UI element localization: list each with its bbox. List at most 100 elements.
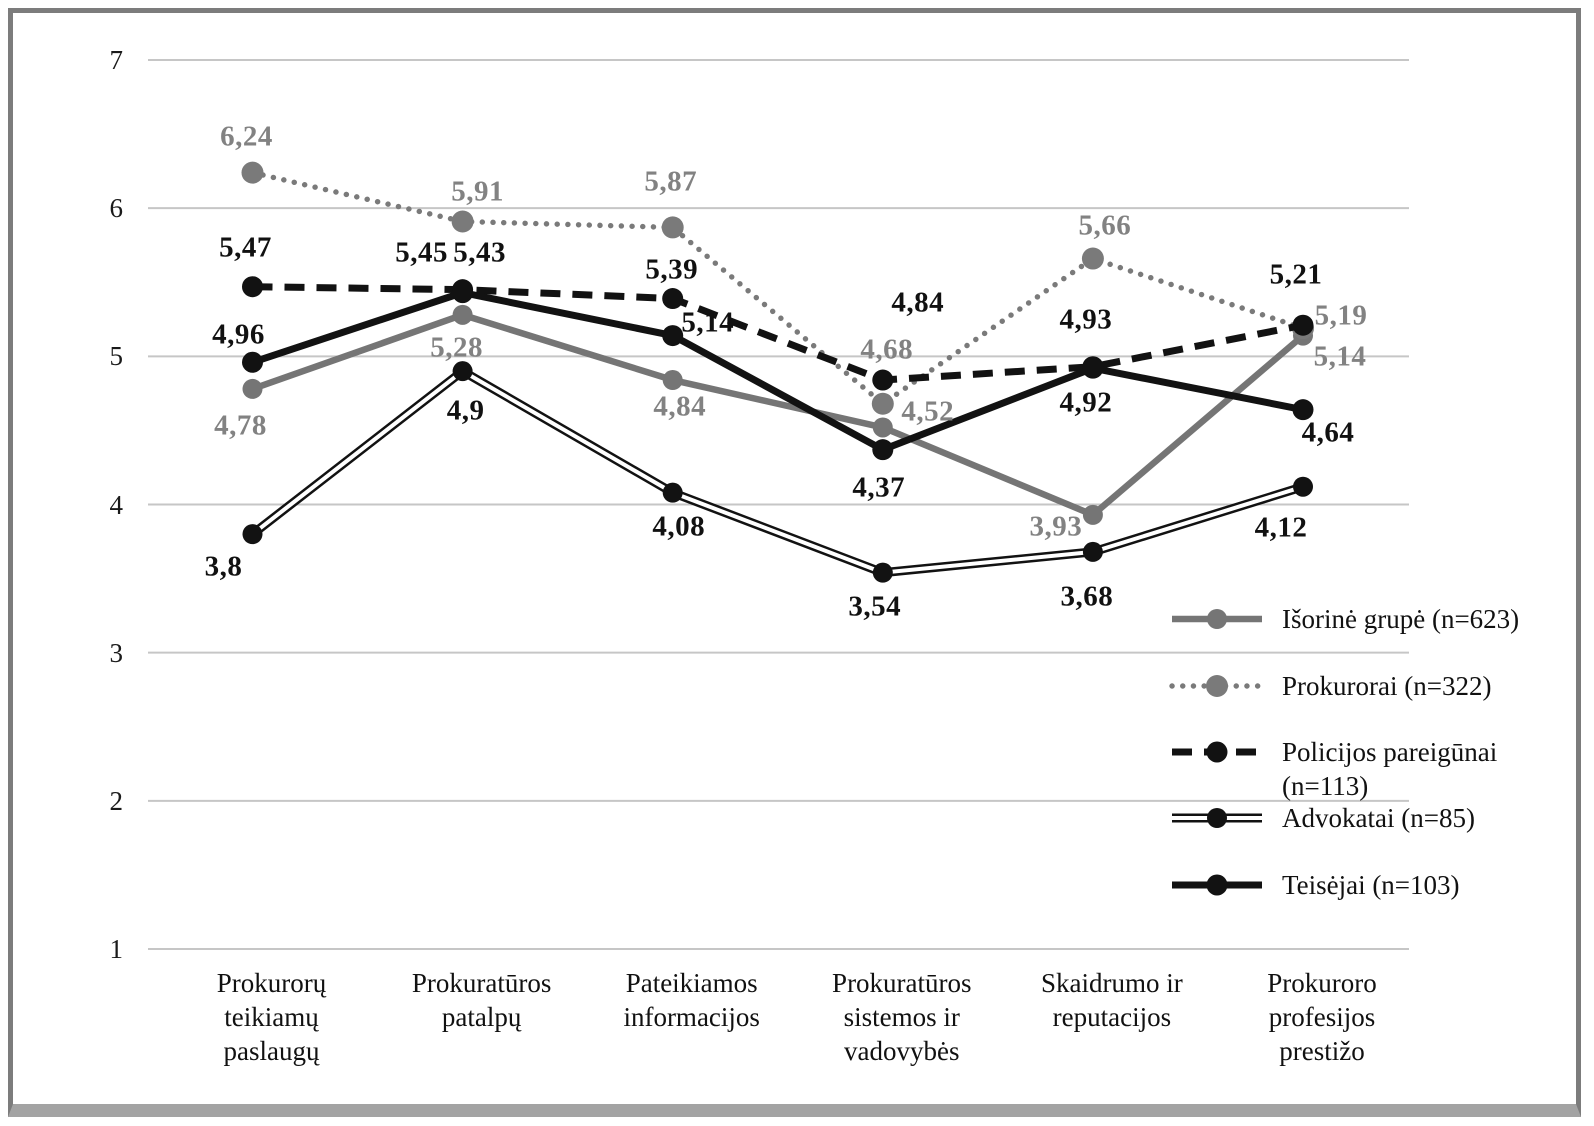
data-label: 3,68 [1060,580,1114,613]
x-axis-category-label-line: profesijos [1268,1002,1376,1032]
x-axis-category-label-line: vadovybės [844,1036,960,1066]
x-axis-category-label-line: paslaugų [223,1036,320,1066]
data-label: 3,54 [848,590,902,623]
x-axis-category-label: Pateikiamos informacijos [576,966,808,1034]
legend-label: Prokurorai (n=322) [1282,671,1492,701]
data-label: 4,92 [1059,386,1113,419]
data-point-marker [872,439,894,461]
y-axis-tick-label: 1 [109,934,124,964]
legend-marker [1206,741,1228,763]
x-axis-category-label-line: reputacijos [1052,1002,1172,1032]
x-axis-category-label-line: Prokuroro [1267,968,1377,998]
y-axis-tick-label: 7 [109,45,124,75]
series-line-core [251,369,1304,575]
y-axis-tick-label: 2 [109,785,124,816]
data-point-marker [242,276,263,298]
data-label: 4,84 [653,390,707,423]
data-point-marker [242,351,263,373]
data-point-marker [241,161,264,184]
x-axis-category-label-line: prestižo [1279,1036,1365,1066]
x-axis-category-label: Prokurorų teikiamų paslaugų [156,966,388,1068]
data-point-marker [662,288,684,310]
data-label: 4,52 [901,395,955,428]
data-point-marker [1292,399,1314,421]
y-axis-tick-label: 3 [109,637,124,668]
legend-marker [1207,808,1227,828]
data-point-marker [872,417,893,438]
data-label: 5,21 [1269,258,1323,291]
series-line [251,289,1304,454]
legend-label: Policijos pareigūnai [1282,737,1498,767]
data-point-marker [452,304,473,325]
x-axis-category-label: Prokuroro profesijos prestižo [1206,966,1438,1068]
x-axis-category-label-line: informacijos [623,1002,760,1032]
data-point-marker [1293,476,1313,497]
data-label: 5,47 [219,231,272,264]
data-label: 6,24 [220,120,273,153]
data-label: 5,87 [644,165,698,198]
series-line [252,283,1304,384]
data-label: 5,14 [1313,340,1367,373]
data-point-marker [662,325,684,347]
data-point-marker [872,562,893,583]
legend-marker [1206,874,1228,896]
x-axis-category-label-line: teikiamų [224,1002,319,1032]
data-label: 5,14 [681,306,735,339]
data-label: 5,66 [1078,209,1132,242]
data-label: 5,19 [1314,299,1368,332]
data-label: 4,9 [446,394,485,427]
data-label: 4,12 [1254,511,1308,544]
data-point-marker [242,524,263,545]
data-point-marker [1292,314,1314,336]
data-point-marker [662,482,683,503]
legend-marker [1206,675,1228,697]
data-point-marker [451,210,474,233]
legend-marker [1207,609,1227,629]
data-label: 5,45 [395,236,448,269]
data-label: 4,68 [860,333,914,366]
y-axis-tick-label: 6 [109,193,124,224]
data-label: 4,96 [212,318,265,351]
data-point-marker [1081,247,1104,270]
x-axis-category-label-line: patalpų [441,1002,522,1032]
data-label: 3,8 [204,550,243,583]
data-label: 4,84 [891,286,945,319]
data-point-marker [452,282,474,304]
data-point-marker [1082,541,1103,562]
data-label: 4,08 [652,510,706,543]
series-line [251,311,1306,519]
y-axis-tick-label: 4 [109,489,124,520]
data-point-marker [1082,357,1104,379]
x-axis-category-label-line: sistemos ir [843,1002,960,1032]
data-label: 5,39 [645,253,699,286]
data-label: 4,78 [214,409,267,442]
legend-label: Teisėjai (n=103) [1282,870,1460,900]
data-label: 4,93 [1059,303,1113,336]
x-axis-category-label-line: Prokuratūros [411,968,552,998]
data-point-marker [242,378,263,399]
data-point-marker [1082,504,1103,525]
data-point-marker [871,392,894,415]
data-label: 5,91 [451,175,504,207]
x-axis-category-label-line: Skaidrumo ir [1041,968,1183,998]
data-label: 3,93 [1029,510,1083,543]
series-line [249,169,1306,408]
data-label: 4,37 [852,471,906,504]
legend-label: (n=113) [1282,771,1369,801]
data-point-marker [872,369,894,391]
data-label: 5,43 [453,236,506,269]
x-axis-category-label: Prokuratūros patalpų [366,966,598,1034]
legend-label: Išorinė grupė (n=623) [1282,604,1520,634]
chart-frame [8,8,1581,1117]
x-axis-category-label-line: Pateikiamos [625,968,758,998]
x-axis-category-label: Prokuratūros sistemos ir vadovybės [786,966,1018,1068]
data-point-marker [452,361,473,382]
x-axis-category-label-line: Prokurorų [216,968,327,998]
y-axis-tick-label: 5 [109,341,124,372]
data-point-marker [662,370,683,391]
data-label: 5,28 [430,331,483,364]
data-point-marker [661,216,684,239]
x-axis-category-label: Skaidrumo ir reputacijos [996,966,1228,1034]
